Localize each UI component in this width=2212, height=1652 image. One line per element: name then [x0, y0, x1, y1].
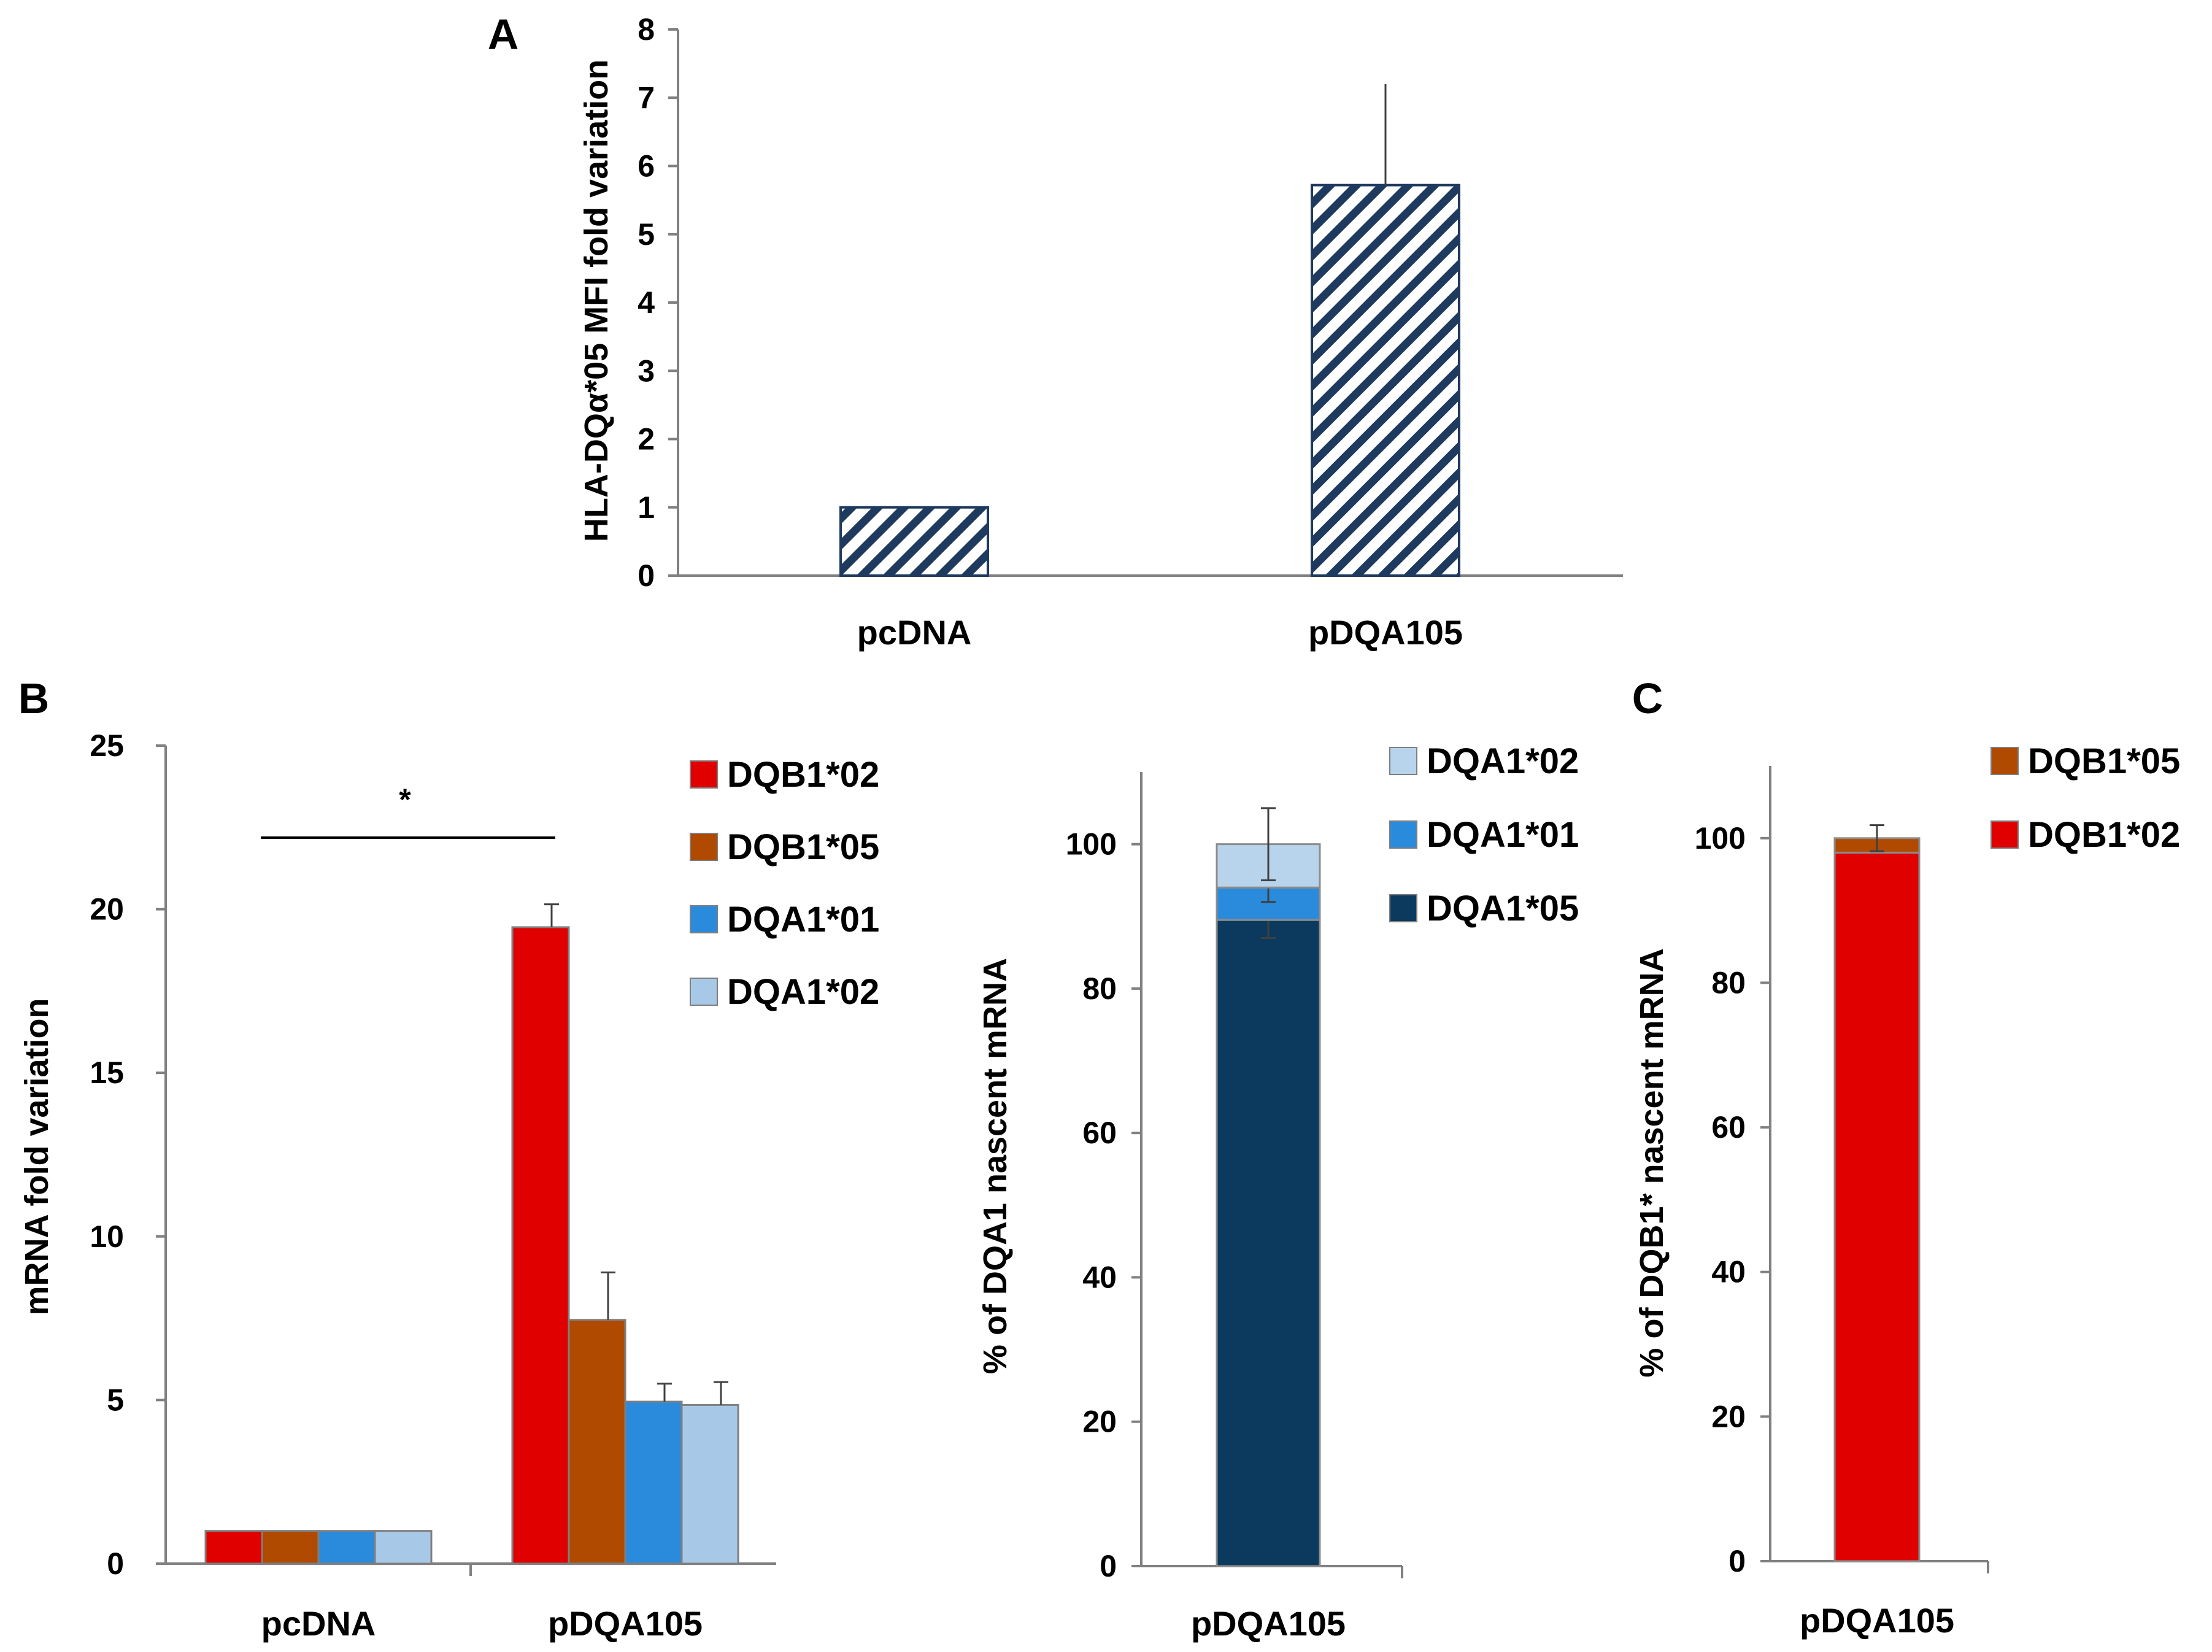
y-tick-label: 80 — [1711, 965, 1746, 1000]
y-axis-label: % of DQA1 nascent mRNA — [977, 958, 1014, 1374]
y-tick-label: 0 — [107, 1546, 124, 1581]
y-tick-label: 8 — [638, 12, 655, 47]
bar-pcDNA[interactable] — [839, 506, 989, 577]
legend-swatch-DQA1*02 — [1389, 747, 1417, 775]
y-tick-label: 4 — [638, 285, 655, 320]
y-tick-label: 5 — [107, 1383, 124, 1417]
x-tick-label: pDQA105 — [1800, 1601, 1954, 1640]
x-tick-label: pDQA105 — [1191, 1604, 1346, 1643]
chart-c-dqb1-percent: C 0 20 40 60 80 100 pDQA105 DQB1*05 DQB1*02 % of D… — [1632, 674, 2181, 1640]
legend-label: DQB1*02 — [727, 755, 879, 795]
y-tick-label: 80 — [1082, 971, 1117, 1006]
y-tick-label: 100 — [1695, 821, 1746, 855]
x-tick-label: pDQA105 — [548, 1604, 703, 1643]
y-tick-label: 100 — [1066, 827, 1117, 862]
y-tick-label: 10 — [90, 1219, 124, 1254]
y-axis-label: % of DQB1* nascent mRNA — [1633, 948, 1670, 1377]
legend-swatch-DQB1*05 — [1990, 747, 2019, 775]
y-tick-label: 60 — [1711, 1110, 1746, 1144]
legend-swatch-DQB1*02 — [1990, 820, 2019, 849]
y-tick-label: 40 — [1082, 1260, 1117, 1294]
y-tick-label: 15 — [90, 1056, 124, 1090]
x-tick-label: pcDNA — [857, 613, 972, 652]
bar-pDQA105-DQB1*02[interactable] — [511, 926, 570, 1565]
y-tick-label: 0 — [1100, 1549, 1117, 1583]
y-tick-label: 6 — [638, 149, 655, 183]
bar-pcDNA-DQB1*05[interactable] — [261, 1530, 320, 1565]
chart-b-mrna-fold: B 0 5 10 15 20 25 pcDNA pDQA105 * DQB1*02 DQB1*05 DQ… — [18, 674, 880, 1643]
bar-pDQA105[interactable] — [1311, 183, 1460, 577]
chart-b-dqa1-percent: 0 20 40 60 80 100 pDQA105 DQA1*02 DQA1*01 DQA1*05… — [977, 741, 1579, 1643]
bar-pcDNA-DQA1*01[interactable] — [317, 1530, 376, 1565]
bar-pDQA105-DQB1*05[interactable] — [568, 1319, 626, 1565]
y-axis-label: mRNA fold variation — [18, 998, 55, 1315]
y-tick-label: 20 — [1711, 1399, 1746, 1434]
legend-label: DQB1*05 — [2028, 741, 2180, 781]
bar-segment-DQB1*02[interactable] — [1833, 851, 1921, 1562]
y-tick-label: 3 — [638, 353, 655, 388]
legend-swatch-DQA1*05 — [1389, 894, 1417, 922]
y-tick-label: 1 — [638, 490, 655, 525]
legend-swatch-DQA1*01 — [1389, 820, 1417, 849]
significance-marker: * — [399, 782, 411, 817]
y-tick-label: 60 — [1082, 1116, 1117, 1150]
legend-swatch-DQA1*02 — [690, 978, 718, 1006]
panel-label-a: A — [488, 10, 519, 58]
bar-pcDNA-DQA1*02[interactable] — [374, 1530, 433, 1565]
panel-label-c: C — [1632, 674, 1663, 722]
panel-label-b: B — [18, 674, 50, 722]
bar-pDQA105-DQA1*01[interactable] — [624, 1400, 683, 1565]
y-tick-label: 0 — [638, 558, 655, 593]
legend-swatch-DQB1*05 — [690, 833, 718, 861]
y-tick-label: 5 — [638, 217, 655, 252]
y-axis-label: HLA-DQα*05 MFI fold variation — [578, 60, 615, 542]
y-tick-label: 25 — [90, 728, 124, 763]
y-tick-label: 2 — [638, 422, 655, 457]
bar-pcDNA-DQB1*02[interactable] — [204, 1530, 263, 1565]
legend-label: DQA1*05 — [1427, 889, 1579, 928]
legend-swatch-DQB1*02 — [690, 760, 718, 789]
x-tick-label: pcDNA — [261, 1604, 376, 1643]
legend-label: DQB1*02 — [2028, 815, 2180, 855]
y-tick-label: 40 — [1711, 1255, 1746, 1289]
chart-a: A 0 1 2 3 4 5 6 7 8 pcDNA pDQA105 HLA-DQα*05 MFI fol… — [488, 10, 1623, 652]
y-tick-label: 20 — [90, 892, 124, 927]
legend-label: DQA1*02 — [1427, 741, 1579, 781]
legend-swatch-DQA1*01 — [690, 905, 718, 933]
y-tick-label: 7 — [638, 80, 655, 115]
legend-label: DQA1*02 — [727, 972, 879, 1012]
legend-label: DQA1*01 — [1427, 815, 1579, 855]
bar-segment-DQA1*05[interactable] — [1216, 919, 1321, 1567]
bar-pDQA105-DQA1*02[interactable] — [680, 1403, 739, 1565]
legend-label: DQB1*05 — [727, 827, 879, 867]
x-tick-label: pDQA105 — [1308, 613, 1463, 652]
y-tick-label: 20 — [1082, 1405, 1117, 1439]
y-tick-label: 0 — [1728, 1544, 1746, 1578]
legend-label: DQA1*01 — [727, 900, 879, 940]
